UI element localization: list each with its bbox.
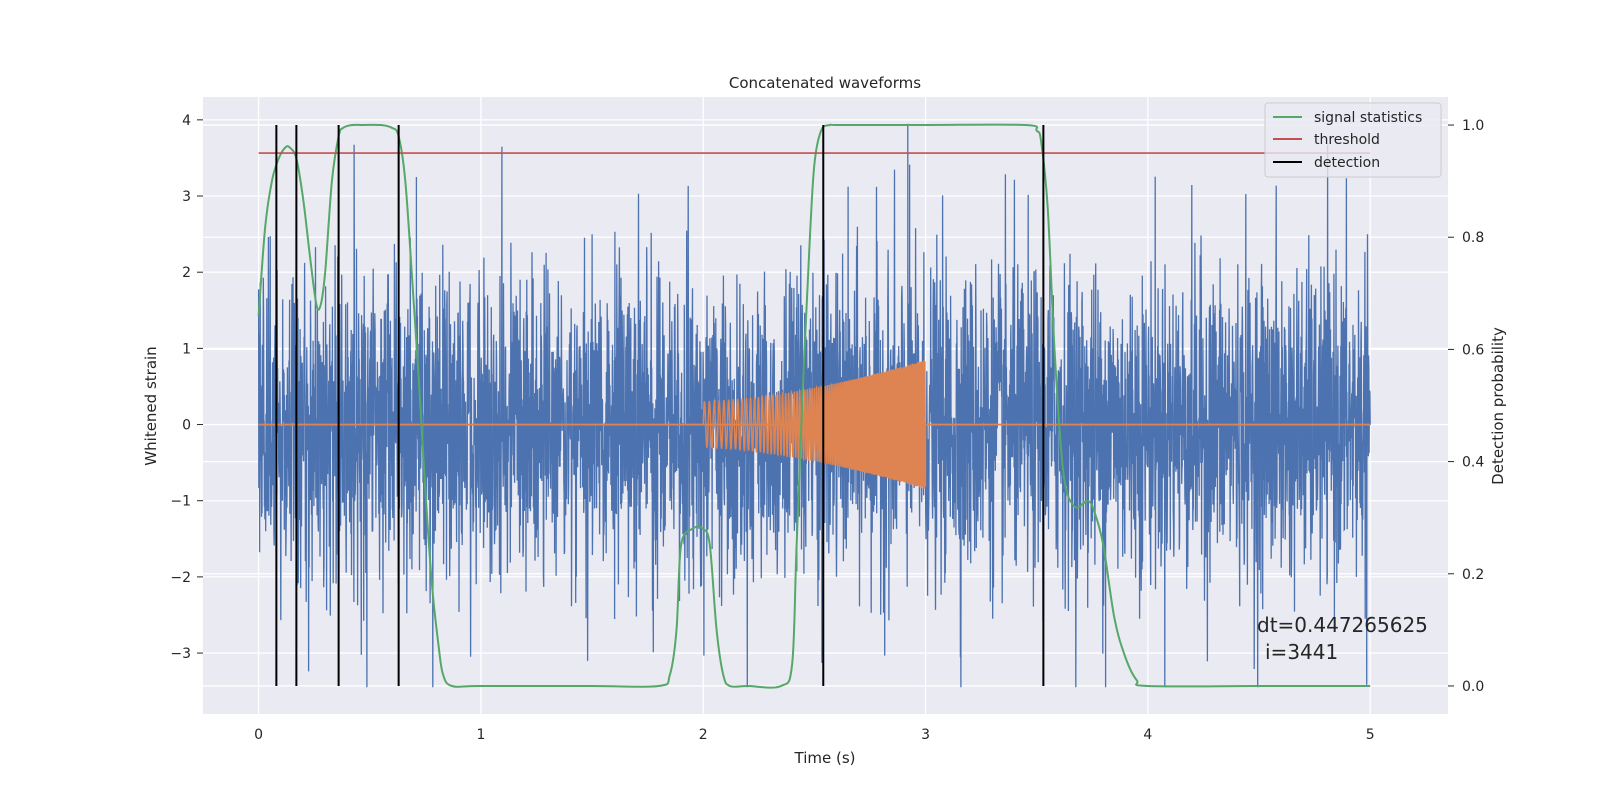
y-tick-label: −3	[170, 646, 191, 662]
y2-tick-label: 0.4	[1462, 455, 1484, 471]
y-tick-label: 3	[182, 189, 191, 205]
strain-series	[257, 123, 1371, 688]
detection-lines	[275, 125, 1045, 686]
y-tick-label: 4	[182, 113, 191, 129]
x-tick-label: 4	[1143, 727, 1152, 743]
legend-detection-label: detection	[1314, 155, 1380, 171]
legend: signal statistics threshold detection	[1264, 102, 1442, 178]
y2-tick-label: 0.2	[1462, 567, 1484, 583]
y-tick-label: −2	[170, 570, 191, 586]
x-tick-label: 3	[921, 727, 930, 743]
x-tick-label: 1	[476, 727, 485, 743]
annotation-i: i=3441	[1265, 640, 1338, 664]
annotation-dt: dt=0.447265625	[1257, 613, 1428, 637]
legend-box	[1264, 102, 1442, 178]
signal-statistics-series	[257, 123, 1371, 689]
strain-trace	[257, 123, 1371, 688]
y2-tick-label: 0.8	[1462, 230, 1484, 246]
y-axis-label: Whitened strain	[142, 346, 160, 465]
y2-tick-label: 0.6	[1462, 342, 1484, 358]
y-tick-label: −1	[170, 494, 191, 510]
y2-axis-label: Detection probability	[1489, 327, 1507, 485]
axis-ticks: 0 1 2 3 4 5 −3 −2 −1 0 1 2 3 4 0.0 0.2 0.4 0.6 0.8 1.0	[170, 113, 1484, 743]
y2-tick-label: 1.0	[1462, 118, 1484, 134]
y-tick-label: 1	[182, 341, 191, 357]
y2-tick-label: 0.0	[1462, 679, 1484, 695]
legend-threshold-label: threshold	[1314, 132, 1380, 148]
chart-title: Concatenated waveforms	[729, 74, 921, 92]
legend-signal-statistics-label: signal statistics	[1314, 110, 1422, 126]
x-axis-label: Time (s)	[794, 749, 856, 767]
x-tick-label: 2	[699, 727, 708, 743]
injected-chirp	[702, 360, 927, 489]
y-tick-label: 2	[182, 265, 191, 281]
x-tick-label: 5	[1366, 727, 1375, 743]
y-tick-label: 0	[182, 418, 191, 434]
x-tick-label: 0	[254, 727, 263, 743]
injected-series	[258, 360, 1371, 489]
signal-statistics-line	[257, 123, 1371, 689]
